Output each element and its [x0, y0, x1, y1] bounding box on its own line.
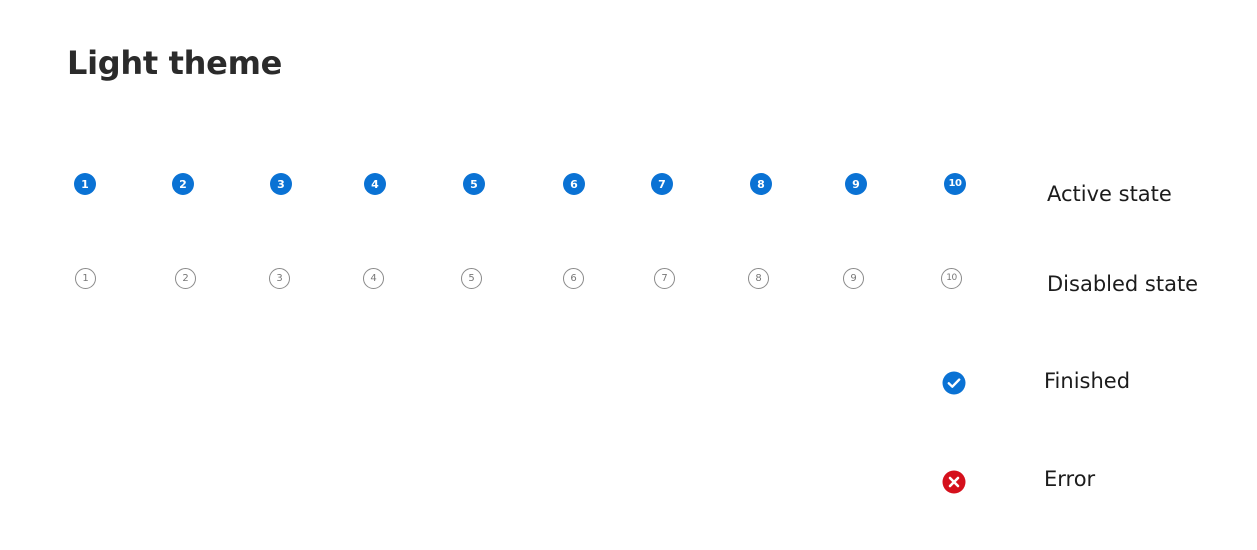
active-state-label: Active state	[1047, 182, 1172, 206]
disabled-state-label: Disabled state	[1047, 272, 1199, 296]
error-circle-icon	[942, 470, 966, 494]
active-state-row: 1 2 3 4 5 6 7 8 9 10 Active state	[0, 173, 1257, 206]
disabled-badge-2: 2	[175, 268, 196, 289]
disabled-badge-8: 8	[748, 268, 769, 289]
active-badge-2: 2	[172, 173, 194, 195]
active-badge-10: 10	[944, 173, 966, 195]
disabled-badge-1: 1	[75, 268, 96, 289]
active-badge-6: 6	[563, 173, 585, 195]
page-title: Light theme	[67, 44, 283, 82]
disabled-badge-10: 10	[941, 268, 962, 289]
checkmark-circle-icon	[942, 371, 966, 395]
active-badge-9: 9	[845, 173, 867, 195]
error-label: Error	[1044, 467, 1096, 491]
disabled-state-row: 1 2 3 4 5 6 7 8 9 10 Disabled state	[0, 264, 1257, 296]
active-badge-5: 5	[463, 173, 485, 195]
disabled-badge-3: 3	[269, 268, 290, 289]
disabled-badge-6: 6	[563, 268, 584, 289]
active-badge-1: 1	[74, 173, 96, 195]
active-badge-8: 8	[750, 173, 772, 195]
disabled-badge-4: 4	[363, 268, 384, 289]
finished-label: Finished	[1044, 369, 1131, 393]
active-badge-4: 4	[364, 173, 386, 195]
disabled-badge-7: 7	[654, 268, 675, 289]
disabled-badge-9: 9	[843, 268, 864, 289]
disabled-badge-5: 5	[461, 268, 482, 289]
active-badge-3: 3	[270, 173, 292, 195]
active-badge-7: 7	[651, 173, 673, 195]
